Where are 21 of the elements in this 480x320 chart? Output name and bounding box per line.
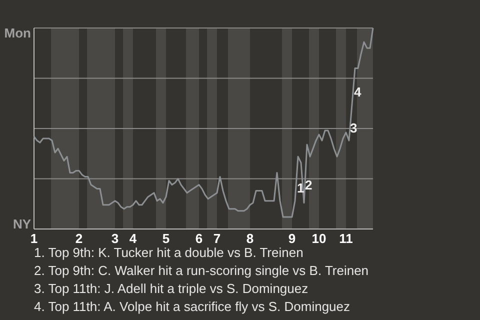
x-tick-label: 3 (111, 231, 119, 246)
x-tick-label: 8 (246, 231, 254, 246)
x-tick-label: 11 (339, 231, 353, 246)
text: 3. Top 11th: J. Adell hit a triple vs S. Dominguez (34, 281, 308, 296)
x-tick-label: 1 (30, 231, 38, 246)
text: 4. Top 11th: A. Volpe hit a sacrifice fly vs S. Dominguez (34, 299, 350, 314)
text: NY (12, 216, 32, 232)
x-tick-label: 5 (162, 231, 170, 246)
text: 2. Top 9th: C. Walker hit a run-scoring single vs B. Treinen (34, 263, 369, 278)
x-tick-label: 4 (129, 231, 138, 246)
annotation: 4 (354, 84, 362, 100)
x-tick-label: 9 (288, 231, 296, 246)
annotation: 1 (297, 180, 304, 196)
x-tick-label: 7 (213, 231, 221, 246)
annotation: 3 (350, 120, 358, 136)
x-tick-label: 2 (75, 231, 83, 246)
text: 1. Top 9th: K. Tucker hit a double vs B. Treinen (34, 245, 304, 260)
x-tick-label: 10 (312, 231, 326, 246)
text: Mon (4, 26, 32, 41)
x-tick-label: 6 (195, 231, 203, 246)
annotation: 2 (305, 178, 312, 193)
